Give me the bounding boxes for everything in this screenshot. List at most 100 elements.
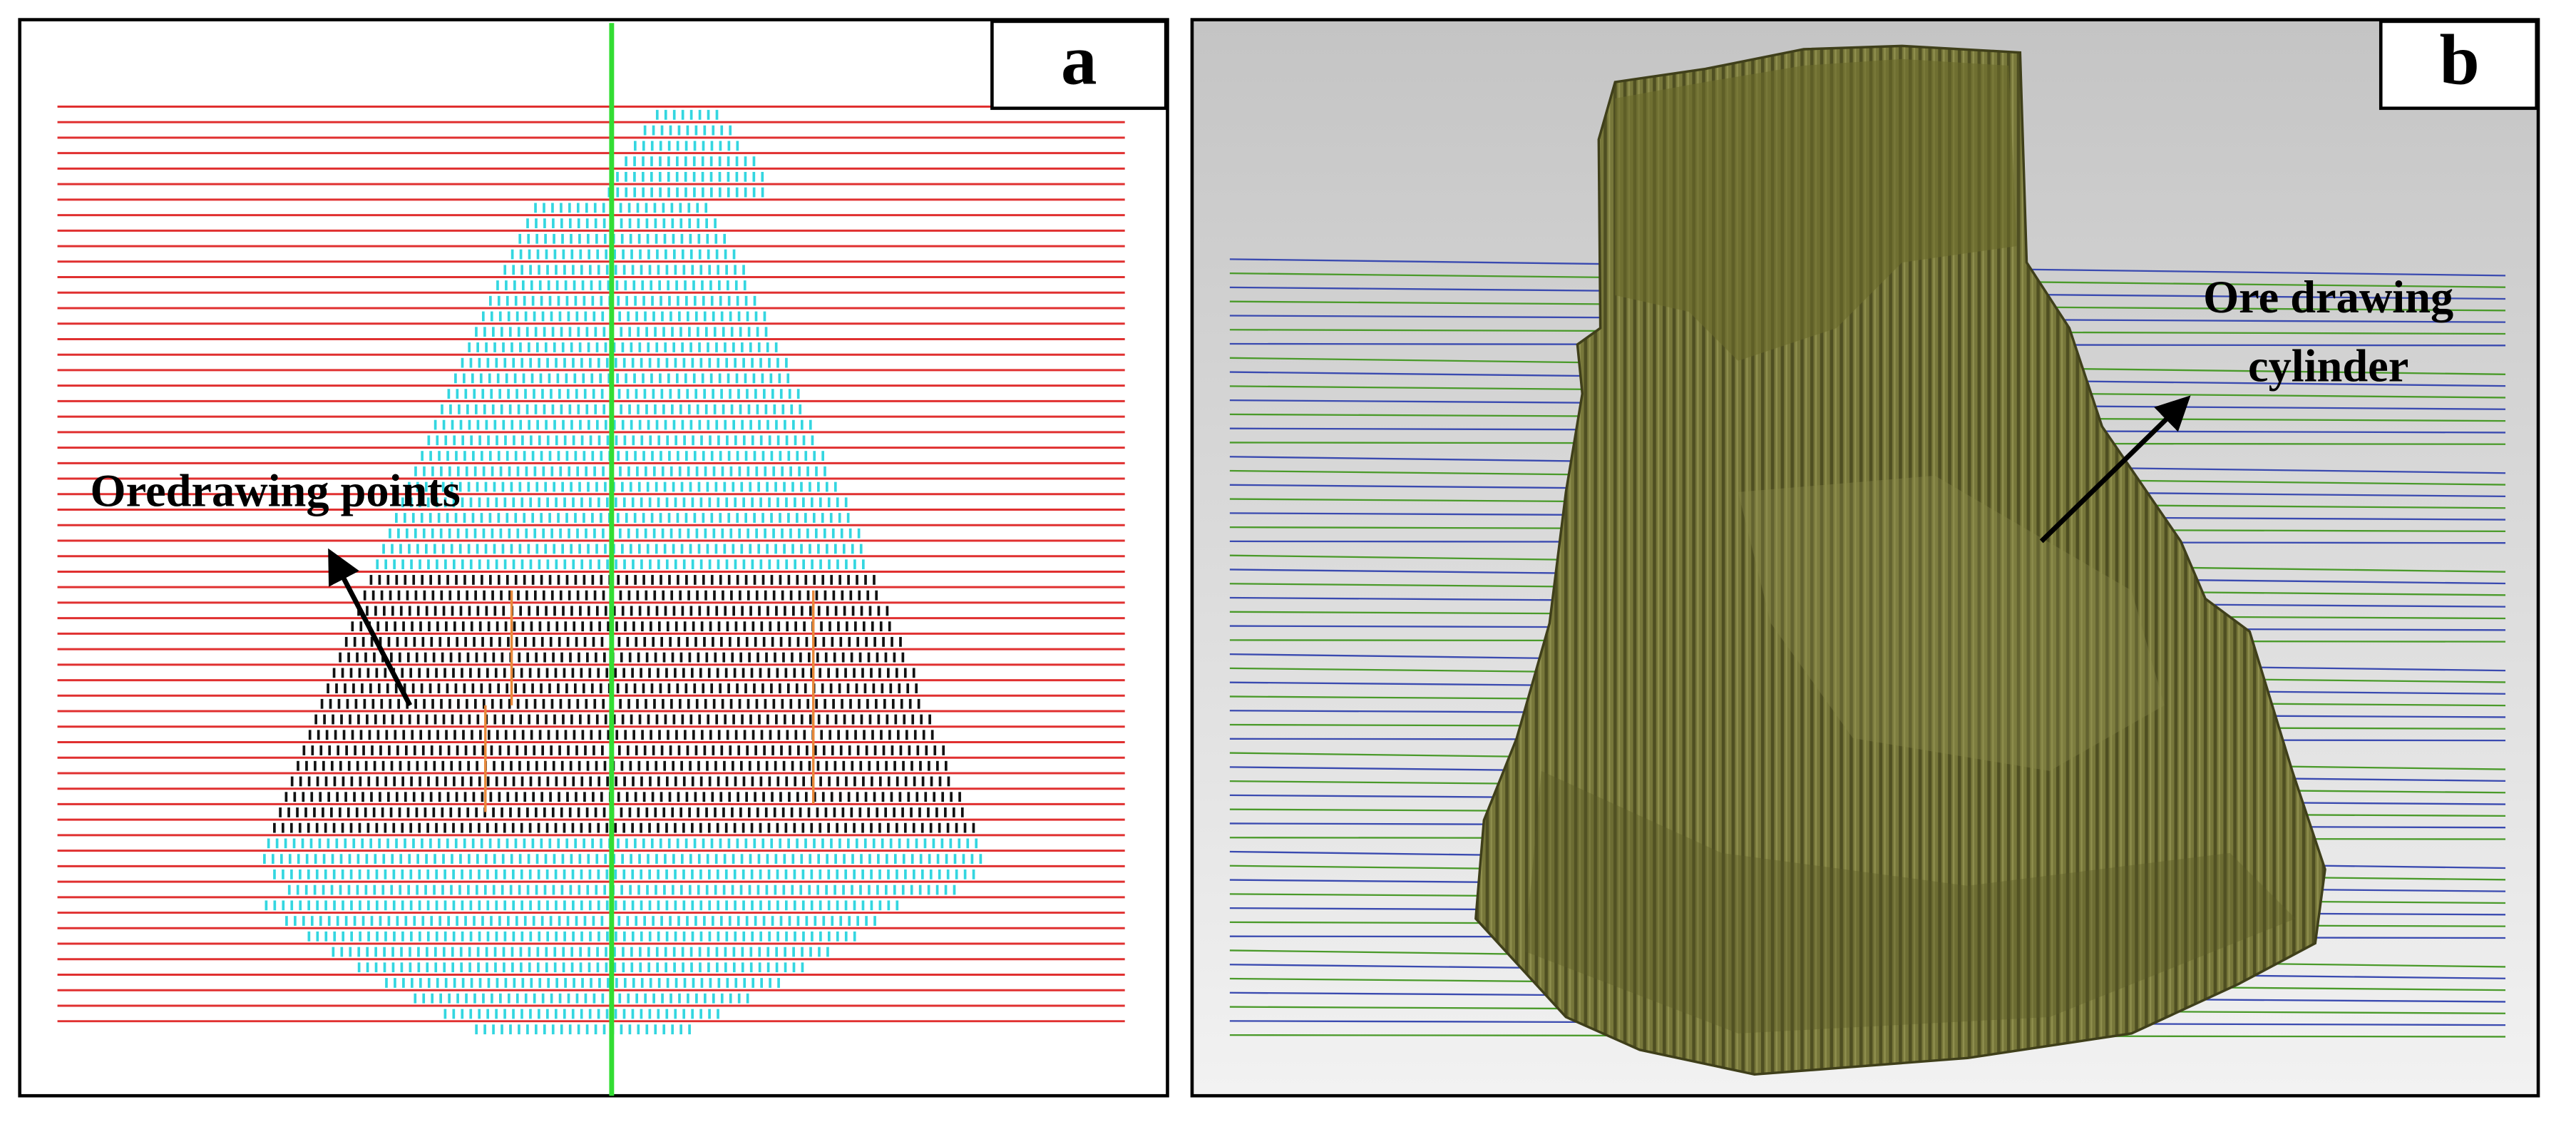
- point: [681, 854, 684, 865]
- point: [290, 776, 294, 787]
- point: [851, 854, 854, 865]
- point: [826, 714, 829, 725]
- point: [528, 668, 532, 678]
- point: [699, 869, 702, 879]
- point: [612, 342, 616, 352]
- point: [671, 807, 674, 817]
- point: [654, 1024, 657, 1035]
- point: [893, 652, 896, 663]
- point: [620, 884, 623, 895]
- point: [842, 544, 846, 554]
- point: [401, 497, 404, 508]
- point: [632, 776, 635, 787]
- point: [652, 528, 656, 539]
- point: [453, 776, 456, 787]
- red-lines: [57, 105, 1125, 1023]
- point: [672, 884, 674, 895]
- point: [802, 931, 805, 942]
- point: [890, 792, 893, 802]
- point: [717, 435, 720, 446]
- point: [731, 884, 734, 895]
- point: [696, 203, 699, 213]
- point: [576, 466, 580, 476]
- point: [648, 357, 652, 368]
- point: [642, 172, 645, 182]
- point: [289, 822, 293, 833]
- point: [555, 280, 559, 290]
- point: [466, 404, 469, 414]
- point: [590, 280, 593, 290]
- point: [383, 947, 386, 957]
- point: [633, 373, 636, 384]
- point: [630, 947, 633, 957]
- point: [841, 652, 845, 663]
- point: [589, 931, 592, 942]
- point: [705, 807, 708, 817]
- point: [851, 606, 855, 616]
- point: [719, 683, 722, 693]
- point: [591, 451, 595, 461]
- point: [801, 962, 804, 973]
- point: [435, 869, 438, 879]
- point: [265, 900, 268, 911]
- point: [643, 125, 647, 136]
- point: [664, 419, 667, 430]
- point: [637, 218, 640, 229]
- point: [469, 559, 473, 570]
- point: [429, 792, 433, 802]
- point: [618, 311, 622, 322]
- point: [529, 931, 533, 942]
- point: [657, 357, 660, 368]
- point: [441, 544, 445, 554]
- point: [836, 776, 839, 787]
- point: [653, 698, 656, 709]
- point: [628, 327, 632, 337]
- point: [545, 822, 549, 833]
- point: [804, 683, 807, 693]
- point: [734, 931, 737, 942]
- point: [819, 776, 822, 787]
- point: [452, 559, 456, 570]
- point: [871, 621, 874, 632]
- point: [525, 698, 528, 709]
- point: [436, 730, 439, 740]
- point: [663, 481, 667, 492]
- point: [322, 807, 324, 817]
- point: [693, 451, 697, 461]
- point: [724, 947, 727, 957]
- point: [621, 714, 625, 725]
- point: [758, 714, 761, 725]
- point: [624, 621, 627, 632]
- point: [638, 854, 641, 865]
- point: [799, 884, 803, 895]
- point: [647, 962, 651, 973]
- point: [578, 342, 582, 352]
- point: [427, 559, 430, 570]
- point: [688, 652, 692, 663]
- point: [442, 854, 445, 865]
- point: [620, 218, 623, 229]
- point: [554, 668, 558, 678]
- point: [448, 528, 451, 539]
- point: [704, 404, 708, 414]
- point: [357, 714, 360, 725]
- point: [540, 792, 543, 802]
- point: [818, 947, 821, 957]
- point: [563, 265, 566, 275]
- point: [614, 265, 617, 275]
- point: [545, 668, 549, 678]
- point: [318, 838, 322, 849]
- point: [293, 792, 297, 802]
- point: [634, 838, 637, 849]
- point: [416, 481, 419, 492]
- point: [538, 280, 542, 290]
- point: [463, 451, 466, 461]
- point: [849, 590, 853, 601]
- point: [762, 792, 765, 802]
- point: [429, 838, 432, 849]
- point: [685, 792, 689, 802]
- point: [498, 792, 501, 802]
- point: [631, 869, 635, 879]
- point: [424, 652, 427, 663]
- point: [384, 668, 387, 678]
